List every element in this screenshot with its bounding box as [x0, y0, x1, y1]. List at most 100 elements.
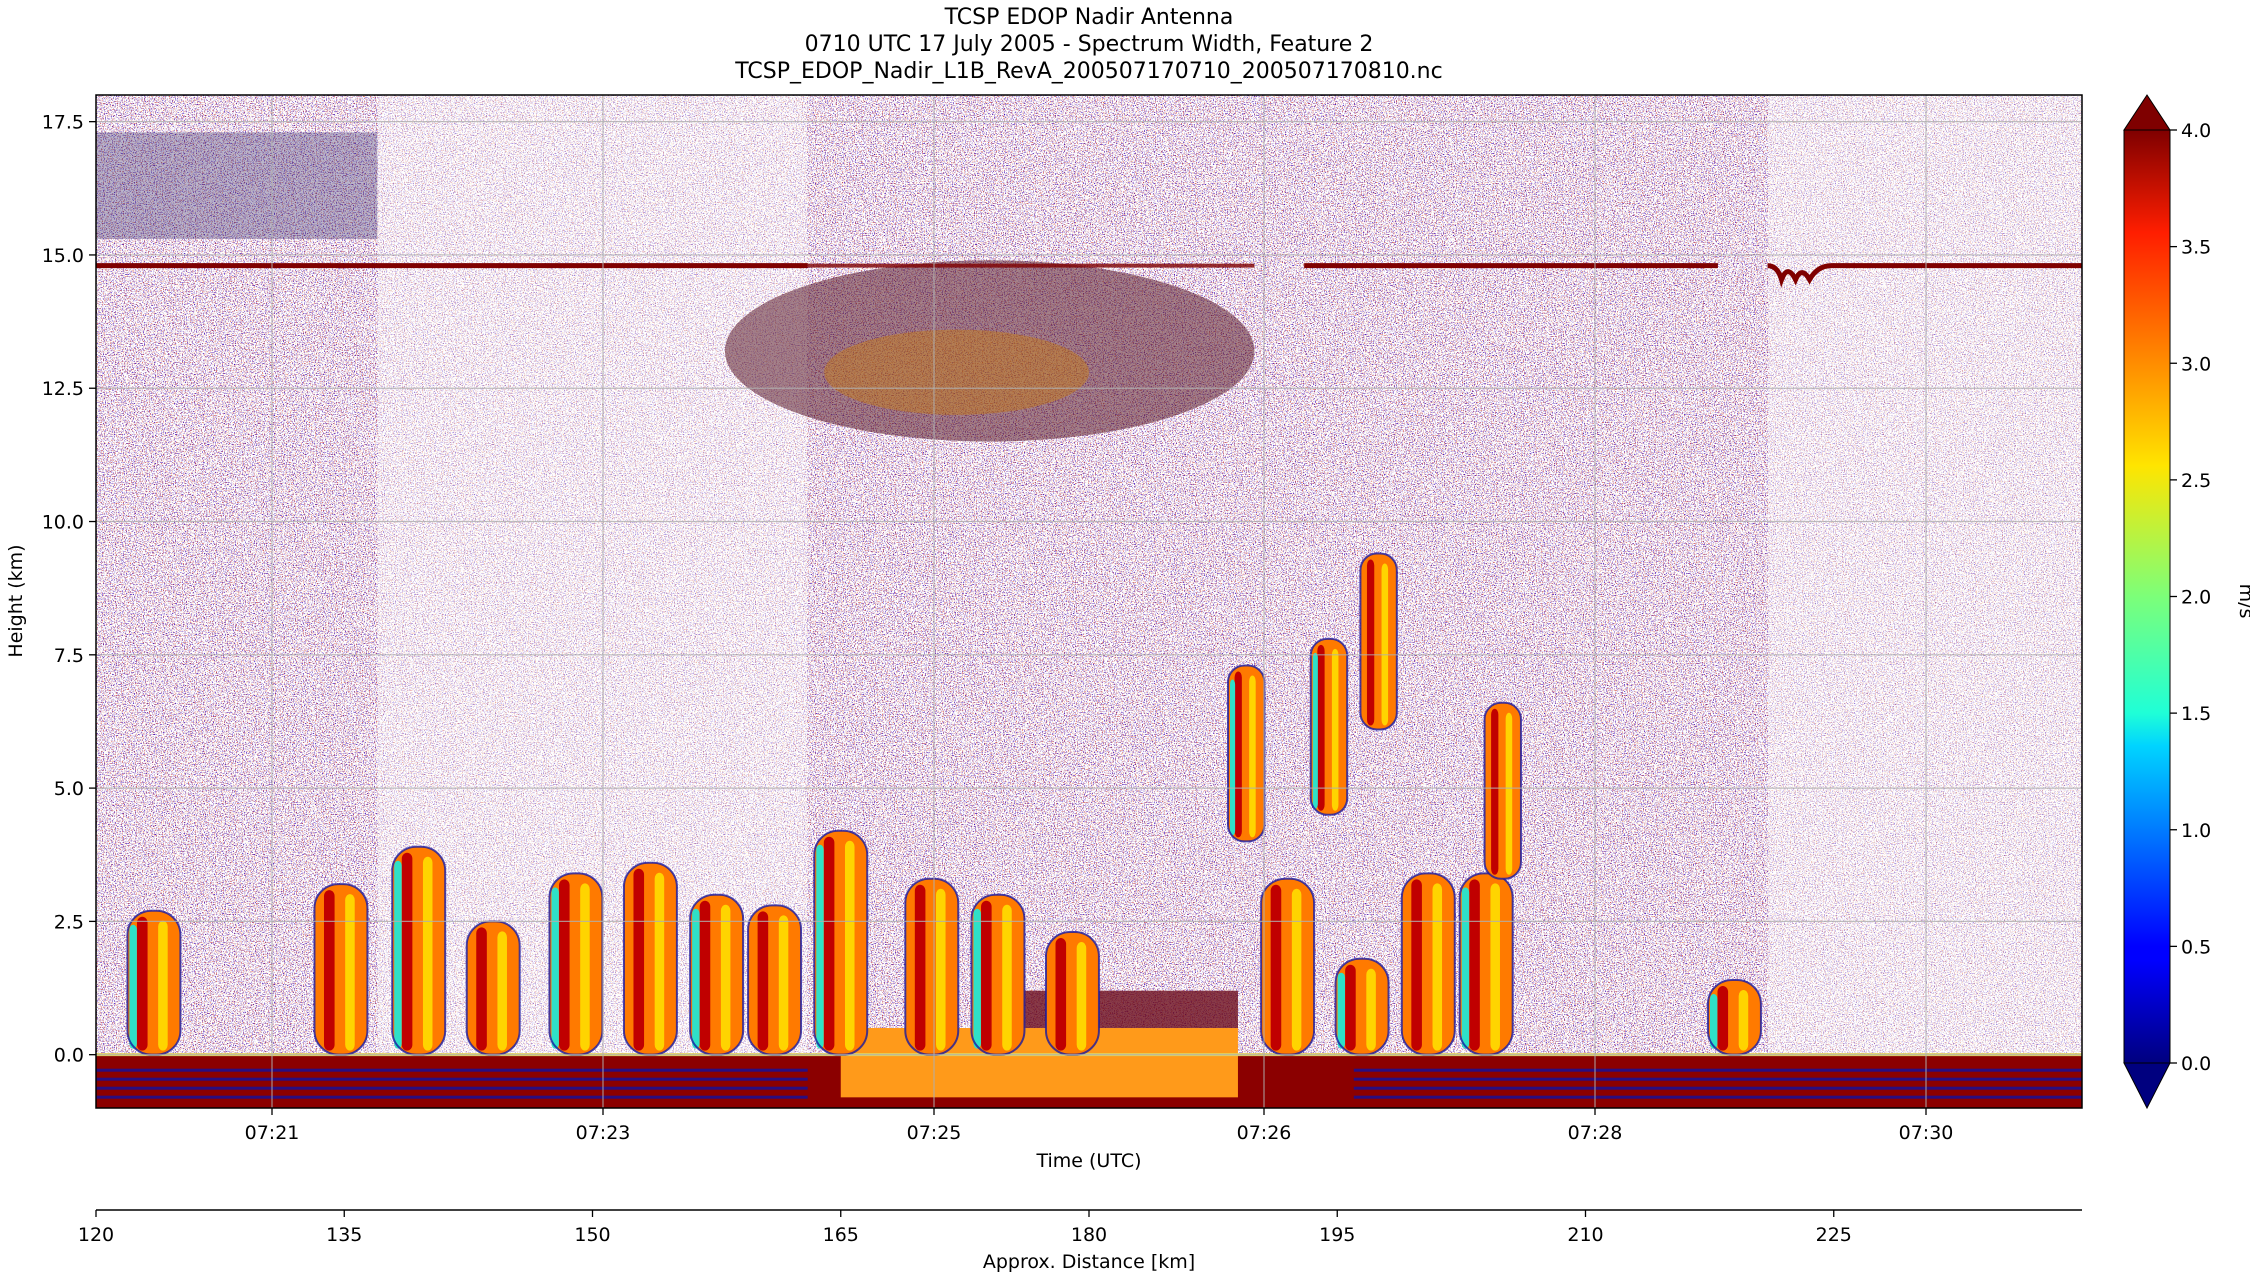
- title-line-2: 0710 UTC 17 July 2005 - Spectrum Width, …: [805, 32, 1374, 57]
- convective-cell: [548, 872, 604, 1056]
- cell-streak-yellow: [345, 894, 355, 1051]
- cell-streak-red: [699, 900, 711, 1051]
- cell-streak-red: [559, 879, 570, 1051]
- anvil-cloud: [724, 260, 1255, 442]
- convective-cell: [1227, 664, 1266, 843]
- below-surface-stripe: [96, 1095, 808, 1099]
- convective-cell: [1359, 552, 1398, 731]
- cell-streak-yellow: [1249, 675, 1256, 838]
- convective-cell: [465, 920, 521, 1056]
- x-tick-label: 07:28: [1568, 1122, 1623, 1144]
- convective-cell: [1334, 957, 1390, 1056]
- x-tick-label: 07:25: [907, 1122, 962, 1144]
- cell-streak-yellow: [720, 904, 731, 1051]
- cell-streak-yellow: [844, 840, 855, 1051]
- cell-streak-yellow: [1076, 942, 1087, 1051]
- x-axis-time: 07:21 07:23 07:25 07:26 07:28 07:30: [245, 1108, 1953, 1144]
- y-tick-label: 12.5: [42, 378, 84, 400]
- y-tick-label: 2.5: [54, 911, 84, 933]
- cell-streak-red: [1317, 644, 1325, 811]
- cell-streak-yellow: [1490, 883, 1500, 1051]
- cell-body: [314, 884, 368, 1055]
- upper-dense-block: [96, 132, 378, 239]
- x-tick-label: 07:23: [576, 1122, 631, 1144]
- cell-body: [1360, 553, 1397, 730]
- y-tick-label: 7.5: [54, 645, 84, 667]
- cell-streak-red: [823, 836, 835, 1051]
- convective-cell: [391, 845, 447, 1056]
- below-surface-stripe: [1353, 1068, 2082, 1072]
- convective-cell: [1400, 872, 1456, 1056]
- x2-tick-label: 195: [1319, 1224, 1355, 1246]
- cell-streak-cyan: [692, 908, 700, 1049]
- tropopause-echo-far-right: [1767, 263, 2082, 288]
- cell-streak-yellow: [158, 920, 168, 1051]
- rain-layer-surface: [840, 1028, 1238, 1098]
- cell-edge: [1309, 637, 1349, 816]
- cell-streak-red: [1270, 884, 1282, 1051]
- cell-streak-yellow: [1331, 648, 1339, 811]
- colorbar-tick-label: 2.5: [2181, 470, 2211, 492]
- cell-streak-red: [1366, 559, 1375, 726]
- y-tick-label: 5.0: [54, 778, 84, 800]
- colorbar-tick-label: 1.0: [2181, 820, 2211, 842]
- cell-streak-cyan: [394, 860, 402, 1049]
- cell-streak-yellow: [1738, 990, 1749, 1051]
- cell-body: [623, 862, 677, 1055]
- y-tick-label: 0.0: [54, 1045, 84, 1067]
- cell-streak-yellow: [654, 872, 665, 1051]
- cell-streak-red: [1055, 938, 1067, 1051]
- cell-streak-red: [757, 911, 769, 1051]
- cell-streak-red: [914, 884, 926, 1051]
- grid-lines: [96, 95, 2082, 1108]
- cell-streak-red: [1717, 986, 1729, 1051]
- x2-tick-label: 150: [574, 1224, 610, 1246]
- anvil-core: [824, 329, 1089, 415]
- cell-streak-cyan: [816, 844, 824, 1049]
- colorbar-tick-label: 0.5: [2181, 936, 2211, 958]
- plot-frame: [95, 94, 2083, 1109]
- below-surface-stripe: [96, 1086, 808, 1090]
- x-tick-label: 07:21: [245, 1122, 300, 1144]
- colorbar-tick-label: 1.5: [2181, 703, 2211, 725]
- cell-streak-red: [1345, 964, 1356, 1051]
- convective-cell: [313, 883, 369, 1056]
- x2-tick-label: 225: [1816, 1224, 1852, 1246]
- stratiform-band: [1006, 990, 1238, 1029]
- cell-streak-red: [401, 852, 413, 1051]
- x-axis-label: Time (UTC): [1035, 1150, 1141, 1172]
- x2-tick-label: 180: [1071, 1224, 1107, 1246]
- colorbar-extend-max: [2123, 94, 2171, 131]
- below-surface-stripe: [96, 1068, 808, 1072]
- colorbar-tick-label: 0.0: [2181, 1053, 2211, 1075]
- cell-streak-yellow: [1366, 968, 1376, 1051]
- cell-body: [466, 921, 520, 1055]
- cell-streak-red: [476, 927, 487, 1051]
- cell-streak-red: [1411, 879, 1422, 1051]
- plot-area: [96, 95, 2082, 1108]
- convective-cell: [1260, 877, 1316, 1056]
- convective-cell: [1458, 872, 1514, 1056]
- cell-streak-cyan: [1337, 972, 1346, 1049]
- colorbar-tick-label: 3.5: [2181, 237, 2211, 259]
- convective-cell: [747, 904, 803, 1056]
- colorbar-label: m/s: [2235, 584, 2250, 619]
- convective-cell: [1706, 979, 1762, 1056]
- x2-tick-label: 120: [78, 1224, 114, 1246]
- cell-streak-cyan: [129, 924, 137, 1049]
- cell-streak-yellow: [1002, 904, 1012, 1051]
- cell-edge: [1483, 701, 1522, 880]
- cell-streak-cyan: [1312, 652, 1318, 809]
- colorbar-ticks: 0.0 0.5 1.0 1.5 2.0 2.5 3.0 3.5 4.0: [2170, 120, 2211, 1075]
- cell-body: [1484, 702, 1521, 879]
- below-surface-stripe: [1353, 1077, 2082, 1081]
- cell-edge: [1359, 552, 1398, 731]
- cell-streak-cyan: [1461, 887, 1470, 1049]
- cell-streak-cyan: [973, 908, 981, 1049]
- cell-streak-yellow: [1505, 712, 1513, 875]
- colorbar-gradient: [2124, 130, 2170, 1063]
- cell-streak-red: [1491, 708, 1499, 875]
- convective-cell: [1309, 637, 1349, 816]
- colorbar: 0.0 0.5 1.0 1.5 2.0 2.5 3.0 3.5 4.0 m/s: [2123, 94, 2250, 1110]
